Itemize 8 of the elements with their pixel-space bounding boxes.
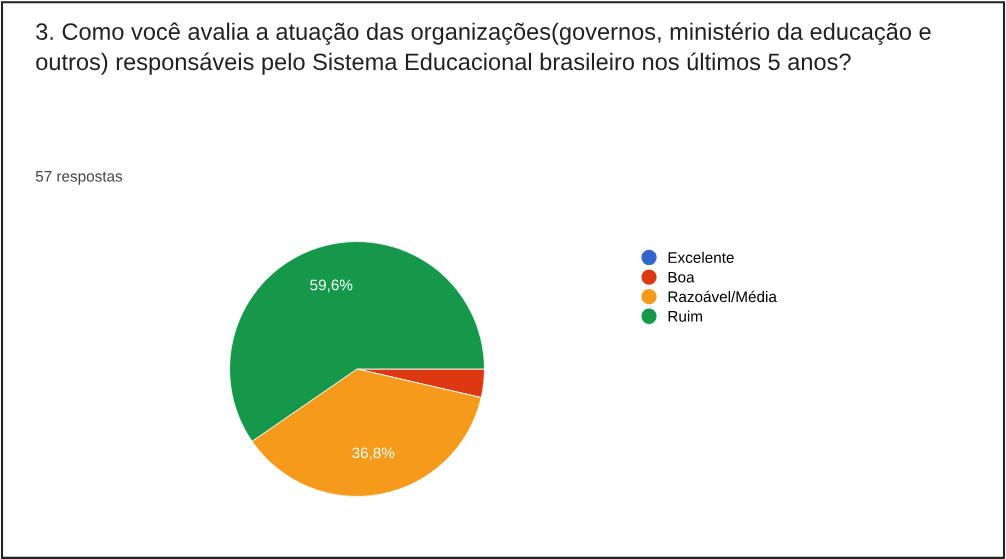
legend-label: Excelente <box>668 251 734 263</box>
legend-label: Razoável/Média <box>668 290 777 303</box>
chart-title: 3. Como você avalia a atuação das organizações(governos, ministério da educação e outros) responsáveis pelo Sistema Educacional brasileiro nos últimos 5 anos? <box>36 22 931 75</box>
data-label: 59,6% <box>310 279 353 293</box>
text: 57 respostas <box>35 171 123 185</box>
legend-label: Ruim <box>668 310 702 322</box>
data-label: 36,8% <box>352 447 395 461</box>
legend-label: Boa <box>668 271 695 283</box>
